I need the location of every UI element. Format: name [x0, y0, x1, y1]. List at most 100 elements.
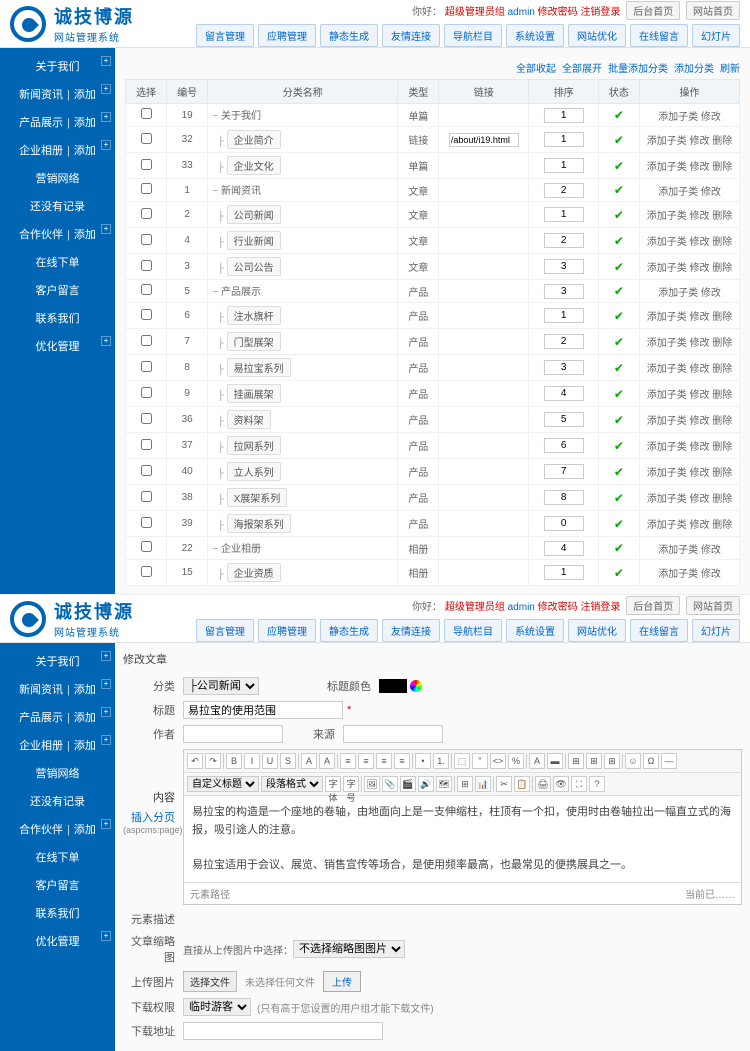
sort-input[interactable] — [544, 360, 584, 375]
editor-button[interactable]: 🔊 — [418, 776, 434, 792]
sort-input[interactable] — [544, 565, 584, 580]
sidebar-item[interactable]: 在线下单 — [0, 843, 115, 871]
editor-button[interactable]: 📊 — [475, 776, 491, 792]
expand-icon[interactable]: + — [101, 112, 111, 122]
logout-link[interactable]: 注销登录 — [580, 602, 620, 613]
row-checkbox[interactable] — [141, 108, 152, 119]
editor-button[interactable]: ⛶ — [571, 776, 587, 792]
row-checkbox[interactable] — [141, 566, 152, 577]
sort-input[interactable] — [544, 412, 584, 427]
row-checkbox[interactable] — [141, 133, 152, 144]
sort-input[interactable] — [544, 516, 584, 531]
status-ok-icon[interactable]: ✔ — [614, 361, 624, 375]
ops-links[interactable]: 添加子类 修改 删除 — [647, 136, 733, 147]
status-ok-icon[interactable]: ✔ — [614, 335, 624, 349]
top-tab[interactable]: 友情连接 — [382, 24, 440, 47]
ops-links[interactable]: 添加子类 修改 删除 — [647, 468, 733, 479]
editor-button[interactable]: 👁 — [553, 776, 569, 792]
sort-input[interactable] — [544, 334, 584, 349]
sidebar-item[interactable]: 合作伙伴|添加+ — [0, 815, 115, 843]
sidebar-item[interactable]: 企业相册|添加+ — [0, 136, 115, 164]
ops-links[interactable]: 添加子类 修改 删除 — [647, 338, 733, 349]
top-tab[interactable]: 留言管理 — [196, 619, 254, 642]
sort-input[interactable] — [544, 183, 584, 198]
status-ok-icon[interactable]: ✔ — [614, 517, 624, 531]
editor-button[interactable]: <> — [490, 753, 506, 769]
expand-icon[interactable]: + — [101, 707, 111, 717]
sidebar-item[interactable]: 关于我们+ — [0, 52, 115, 80]
editor-button[interactable]: 🖨 — [535, 776, 551, 792]
sidebar-item[interactable]: 营销网络 — [0, 164, 115, 192]
ops-links[interactable]: 添加子类 修改 — [658, 288, 721, 299]
ops-links[interactable]: 添加子类 修改 删除 — [647, 494, 733, 505]
expand-icon[interactable]: + — [101, 336, 111, 346]
insert-page-link[interactable]: 插入分页 — [123, 809, 175, 825]
title-input[interactable] — [183, 701, 343, 719]
sidebar-item[interactable]: 合作伙伴|添加+ — [0, 220, 115, 248]
sidebar-item[interactable]: 还没有记录 — [0, 787, 115, 815]
editor-button[interactable]: 📎 — [382, 776, 398, 792]
sidebar-item[interactable]: 联系我们 — [0, 304, 115, 332]
sidebar-item[interactable]: 在线下单 — [0, 248, 115, 276]
status-ok-icon[interactable]: ✔ — [614, 413, 624, 427]
sort-input[interactable] — [544, 108, 584, 123]
editor-button[interactable]: ⊞ — [604, 753, 620, 769]
editor-button[interactable]: " — [472, 753, 488, 769]
toolbar-link[interactable]: 全部展开 — [562, 64, 602, 75]
ops-links[interactable]: 添加子类 修改 — [658, 545, 721, 556]
row-checkbox[interactable] — [141, 413, 152, 424]
status-ok-icon[interactable]: ✔ — [614, 541, 624, 555]
color-wheel-icon[interactable] — [410, 680, 422, 692]
status-ok-icon[interactable]: ✔ — [614, 234, 624, 248]
toolbar-link[interactable]: 批量添加分类 — [608, 64, 668, 75]
editor-button[interactable]: ⊞ — [568, 753, 584, 769]
editor-button[interactable]: 🎬 — [400, 776, 416, 792]
editor-button[interactable]: ⊞ — [457, 776, 473, 792]
expand-icon[interactable]: + — [101, 651, 111, 661]
change-pwd-link[interactable]: 修改密码 — [538, 7, 578, 18]
sidebar-item[interactable]: 营销网络 — [0, 759, 115, 787]
sidebar-item[interactable]: 客户留言 — [0, 276, 115, 304]
expand-icon[interactable]: + — [101, 819, 111, 829]
row-checkbox[interactable] — [141, 183, 152, 194]
sort-input[interactable] — [544, 438, 584, 453]
ops-links[interactable]: 添加子类 修改 删除 — [647, 211, 733, 222]
editor-button[interactable]: 1. — [433, 753, 449, 769]
top-tab[interactable]: 幻灯片 — [692, 619, 740, 642]
ops-links[interactable]: 添加子类 修改 删除 — [647, 312, 733, 323]
editor-button[interactable]: S — [280, 753, 296, 769]
editor-select[interactable]: 段落格式 — [261, 776, 323, 792]
category-select[interactable]: ├公司新闻 — [183, 677, 259, 695]
ops-links[interactable]: 添加子类 修改 删除 — [647, 364, 733, 375]
status-ok-icon[interactable]: ✔ — [614, 387, 624, 401]
row-checkbox[interactable] — [141, 260, 152, 271]
editor-button[interactable]: ☺ — [625, 753, 641, 769]
ops-links[interactable]: 添加子类 修改 删除 — [647, 162, 733, 173]
status-ok-icon[interactable]: ✔ — [614, 465, 624, 479]
admin-home-button[interactable]: 后台首页 — [626, 1, 680, 20]
row-checkbox[interactable] — [141, 465, 152, 476]
sort-input[interactable] — [544, 259, 584, 274]
status-ok-icon[interactable]: ✔ — [614, 208, 624, 222]
ops-links[interactable]: 添加子类 修改 删除 — [647, 442, 733, 453]
editor-button[interactable]: A — [301, 753, 317, 769]
status-ok-icon[interactable]: ✔ — [614, 108, 624, 122]
row-checkbox[interactable] — [141, 439, 152, 450]
row-checkbox[interactable] — [141, 491, 152, 502]
top-tab[interactable]: 静态生成 — [320, 24, 378, 47]
top-tab[interactable]: 在线留言 — [630, 24, 688, 47]
editor-button[interactable]: ≡ — [394, 753, 410, 769]
row-checkbox[interactable] — [141, 284, 152, 295]
ops-links[interactable]: 添加子类 修改 — [658, 569, 721, 580]
row-checkbox[interactable] — [141, 361, 152, 372]
sidebar-item[interactable]: 关于我们+ — [0, 647, 115, 675]
editor-button[interactable]: % — [508, 753, 524, 769]
ops-links[interactable]: 添加子类 修改 删除 — [647, 390, 733, 401]
editor-button[interactable]: ≡ — [340, 753, 356, 769]
row-checkbox[interactable] — [141, 234, 152, 245]
ops-links[interactable]: 添加子类 修改 删除 — [647, 263, 733, 274]
status-ok-icon[interactable]: ✔ — [614, 183, 624, 197]
sort-input[interactable] — [544, 132, 584, 147]
sort-input[interactable] — [544, 233, 584, 248]
sort-input[interactable] — [544, 464, 584, 479]
